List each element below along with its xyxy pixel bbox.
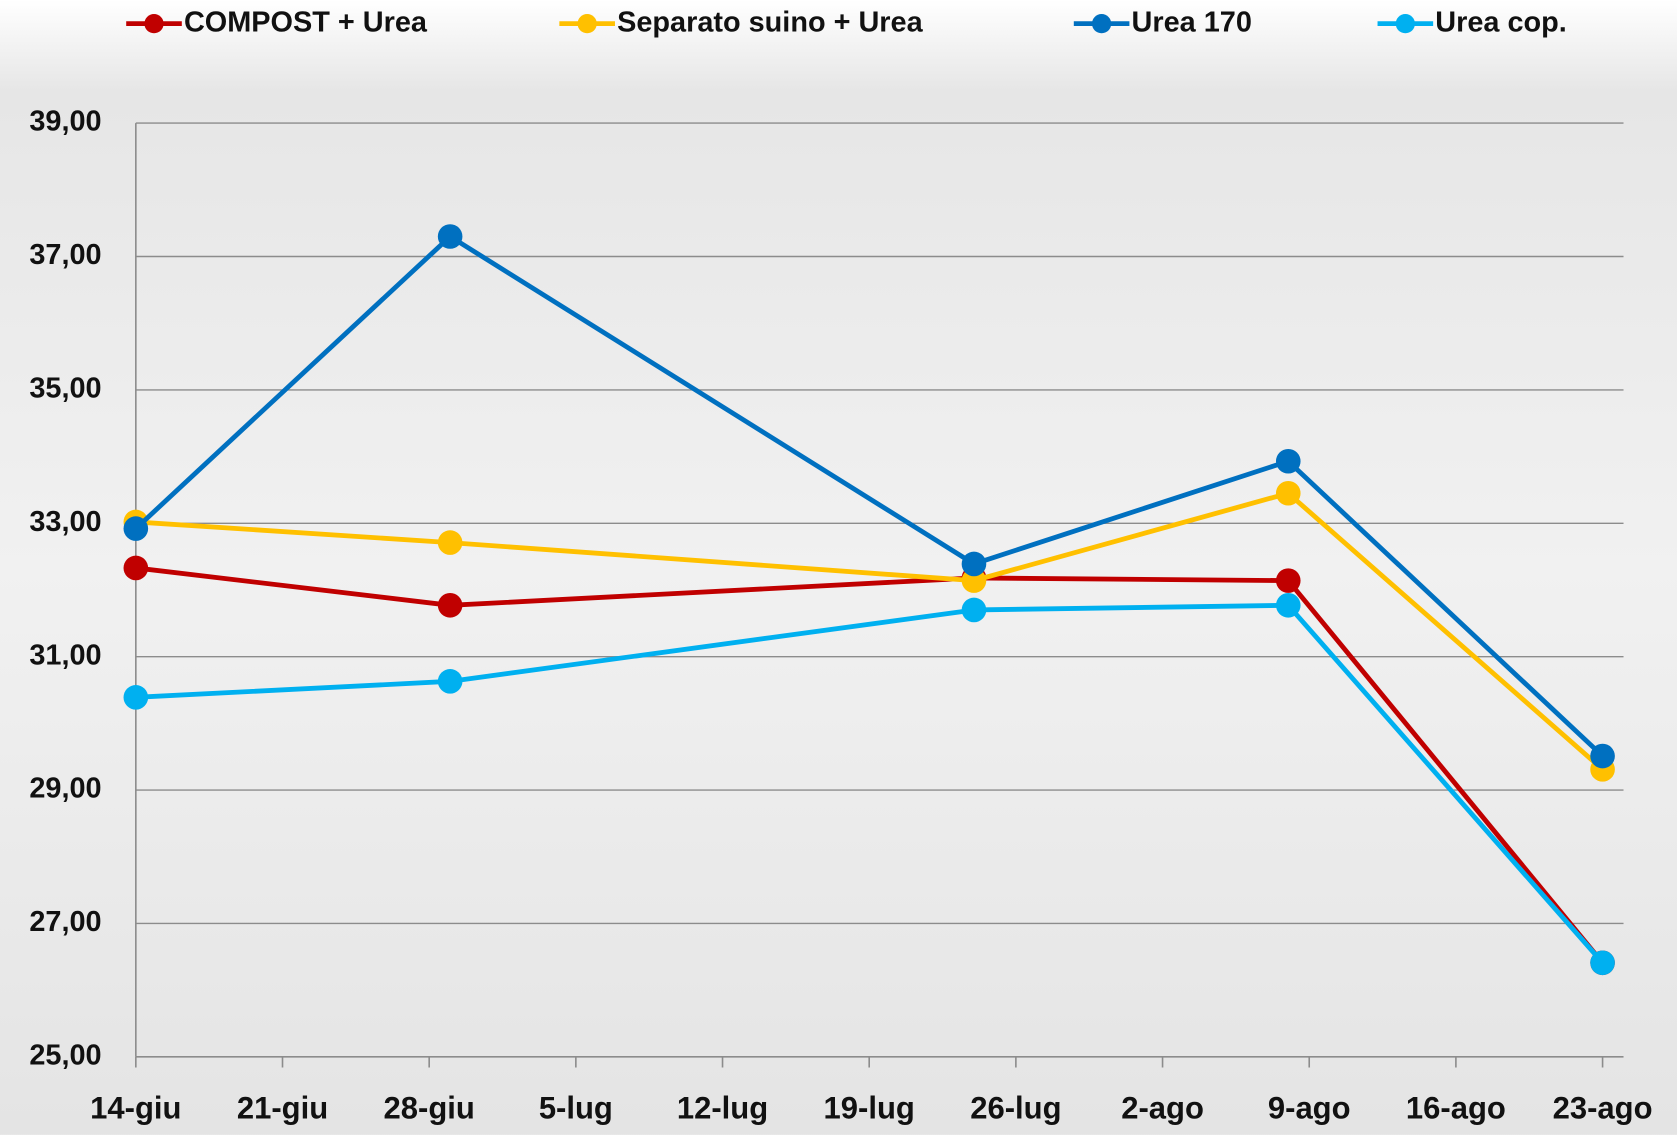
legend-label: Separato suino + Urea bbox=[617, 6, 923, 38]
data-point bbox=[123, 685, 149, 710]
y-tick-label: 25,00 bbox=[29, 1039, 101, 1071]
data-point bbox=[1590, 743, 1615, 769]
y-tick-label: 35,00 bbox=[29, 373, 101, 405]
data-point bbox=[437, 669, 463, 694]
legend-marker bbox=[1395, 14, 1415, 34]
data-point bbox=[1275, 480, 1301, 506]
legend-marker bbox=[144, 14, 164, 34]
data-point bbox=[437, 530, 463, 555]
legend-label: Urea cop. bbox=[1435, 6, 1567, 38]
y-tick-label: 37,00 bbox=[29, 239, 101, 271]
y-tick-label: 29,00 bbox=[29, 773, 101, 805]
legend-marker bbox=[577, 14, 597, 34]
data-point bbox=[123, 516, 149, 541]
x-tick-label: 23-ago bbox=[1553, 1090, 1653, 1125]
x-tick-label: 26-lug bbox=[970, 1090, 1061, 1125]
x-tick-label: 2-ago bbox=[1121, 1090, 1204, 1125]
x-tick-label: 16-ago bbox=[1406, 1090, 1506, 1125]
y-tick-label: 39,00 bbox=[29, 106, 101, 138]
x-tick-label: 14-giu bbox=[90, 1090, 181, 1125]
legend-label: Urea 170 bbox=[1132, 6, 1252, 38]
x-tick-label: 9-ago bbox=[1268, 1090, 1351, 1125]
x-tick-label: 21-giu bbox=[237, 1090, 328, 1125]
data-point bbox=[961, 551, 987, 577]
data-point bbox=[1275, 448, 1301, 474]
data-point bbox=[437, 592, 463, 618]
legend-marker bbox=[1091, 14, 1112, 34]
legend-label: COMPOST + Urea bbox=[184, 6, 428, 38]
y-tick-label: 31,00 bbox=[29, 639, 101, 671]
x-tick-label: 28-giu bbox=[384, 1090, 475, 1125]
data-point bbox=[1275, 592, 1301, 618]
x-tick-label: 5-lug bbox=[539, 1090, 613, 1125]
y-tick-label: 27,00 bbox=[29, 906, 101, 938]
y-tick-label: 33,00 bbox=[29, 506, 101, 538]
x-tick-label: 19-lug bbox=[824, 1090, 915, 1125]
x-tick-label: 12-lug bbox=[677, 1090, 768, 1125]
data-point bbox=[437, 224, 463, 249]
data-point bbox=[123, 555, 149, 581]
data-point bbox=[961, 597, 987, 623]
data-point bbox=[1590, 950, 1615, 976]
data-point bbox=[1275, 568, 1301, 593]
